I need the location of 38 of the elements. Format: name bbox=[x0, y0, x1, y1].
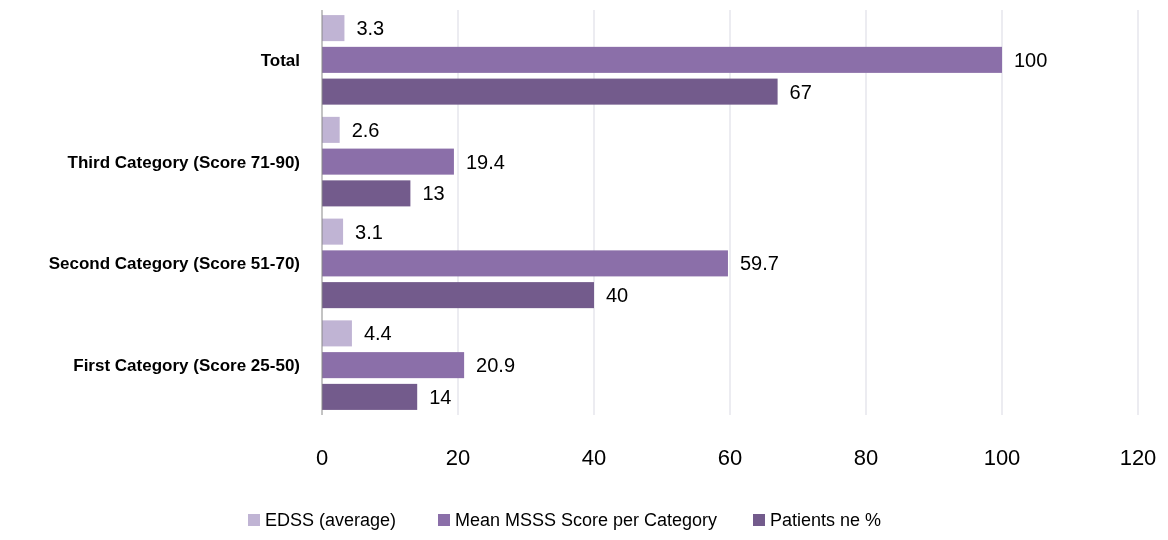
data-label: 3.1 bbox=[355, 220, 383, 243]
bar bbox=[322, 116, 340, 143]
bar bbox=[322, 352, 465, 379]
x-tick-label: 80 bbox=[853, 445, 879, 470]
data-label: 67 bbox=[789, 80, 812, 103]
legend-label: EDSS (average) bbox=[265, 510, 397, 531]
data-label: 2.6 bbox=[351, 118, 380, 141]
data-label: 4.4 bbox=[363, 322, 392, 345]
data-label: 19.4 bbox=[465, 150, 505, 173]
x-tick-label: 120 bbox=[1119, 445, 1157, 470]
bar bbox=[322, 250, 728, 277]
data-label: 14 bbox=[429, 385, 452, 408]
data-label: 59.7 bbox=[739, 252, 779, 275]
bar bbox=[322, 383, 418, 410]
data-label: 100 bbox=[1014, 48, 1048, 71]
x-tick-label: 60 bbox=[717, 445, 743, 470]
bar bbox=[322, 148, 454, 175]
legend-label: Patients ne % bbox=[770, 510, 882, 531]
x-tick-label: 100 bbox=[983, 445, 1021, 470]
y-tick-label: Total bbox=[260, 50, 300, 70]
bar bbox=[322, 78, 778, 105]
bar bbox=[322, 46, 1002, 73]
bar bbox=[322, 180, 411, 207]
x-tick-label: 40 bbox=[581, 445, 607, 470]
y-tick-label: Second Category (Score 51-70) bbox=[48, 254, 300, 274]
bar bbox=[322, 218, 344, 245]
x-tick-label: 20 bbox=[445, 445, 471, 470]
data-label: 13 bbox=[422, 182, 445, 205]
y-tick-label: Third Category (Score 71-90) bbox=[67, 152, 300, 172]
data-label: 3.3 bbox=[356, 17, 385, 40]
bar bbox=[322, 282, 594, 309]
data-label: 40 bbox=[606, 284, 629, 307]
legend-label: Mean MSSS Score per Category bbox=[455, 510, 718, 531]
y-tick-label: First Category (Score 25-50) bbox=[73, 356, 300, 376]
data-label: 20.9 bbox=[476, 354, 516, 377]
bar bbox=[322, 320, 352, 347]
x-tick-label: 0 bbox=[315, 445, 329, 470]
bar bbox=[322, 15, 345, 42]
